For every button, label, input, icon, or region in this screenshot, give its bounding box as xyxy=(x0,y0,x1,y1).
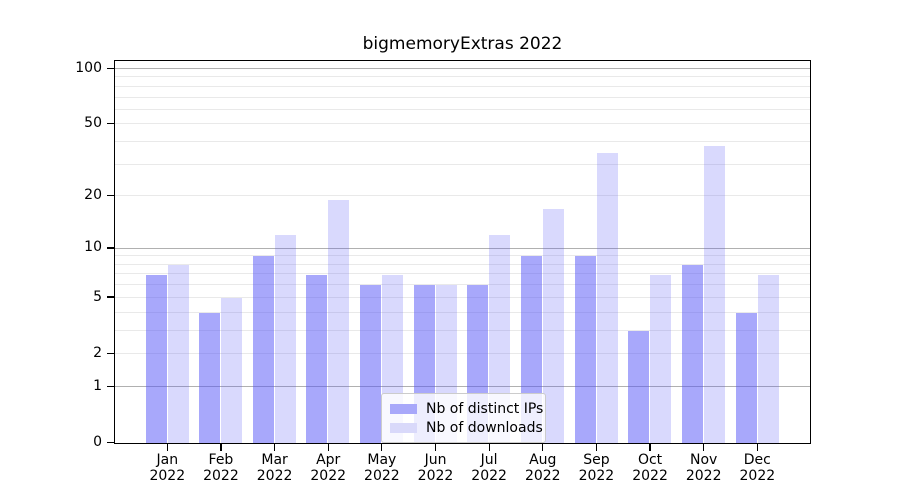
bar-downloads-oct xyxy=(650,274,672,443)
y-tick-label-10: 10 xyxy=(84,239,102,256)
bar-ips-mar xyxy=(252,256,274,443)
gridline-3 xyxy=(115,329,810,331)
bar-ips-dec xyxy=(735,312,757,443)
downloads-swatch-icon xyxy=(390,422,417,433)
gridline-1 xyxy=(115,385,810,387)
legend-label: Nb of distinct IPs xyxy=(426,400,544,417)
bar-downloads-sep xyxy=(596,152,618,443)
bar-ips-oct xyxy=(628,330,650,443)
y-tick-mark xyxy=(106,296,114,298)
x-tick-mark xyxy=(327,444,329,451)
x-tick-label-apr: Apr 2022 xyxy=(310,452,347,484)
bar-ips-jan xyxy=(145,274,167,443)
gridline-60 xyxy=(115,108,810,110)
y-tick-mark xyxy=(106,123,114,125)
x-tick-label-jul: Jul 2022 xyxy=(471,452,507,484)
gridline-2 xyxy=(115,352,810,354)
legend-label: Nb of downloads xyxy=(426,419,543,436)
gridline-30 xyxy=(115,163,810,165)
bar-downloads-jan xyxy=(167,264,189,443)
x-tick-label-feb: Feb 2022 xyxy=(203,452,239,484)
plot-area: Nb of distinct IPs Nb of downloads xyxy=(114,60,811,444)
bar-ips-may xyxy=(360,285,382,443)
x-tick-mark xyxy=(703,444,705,451)
bar-downloads-jul xyxy=(489,235,511,443)
gridline-100 xyxy=(115,68,810,69)
y-tick-label-20: 20 xyxy=(84,187,102,204)
distinct-ips-swatch-icon xyxy=(390,403,417,414)
x-tick-label-may: May 2022 xyxy=(364,452,400,484)
gridline-40 xyxy=(115,141,810,143)
gridline-20 xyxy=(115,195,810,197)
chart-title: bigmemoryExtras 2022 xyxy=(362,34,563,54)
y-tick-mark xyxy=(106,441,114,443)
x-tick-label-dec: Dec 2022 xyxy=(739,452,776,484)
gridline-70 xyxy=(115,96,810,98)
bar-ips-apr xyxy=(306,274,328,443)
x-tick-label-sep: Sep 2022 xyxy=(578,452,615,484)
x-tick-mark xyxy=(756,444,758,451)
y-tick-label-50: 50 xyxy=(84,115,102,132)
gridline-5 xyxy=(115,296,810,298)
y-tick-mark xyxy=(106,67,114,69)
x-tick-label-aug: Aug 2022 xyxy=(524,452,561,484)
gridline-80 xyxy=(115,85,810,87)
gridline-7 xyxy=(115,273,810,275)
x-tick-mark xyxy=(434,444,437,451)
gridline-6 xyxy=(115,284,810,286)
y-tick-label-0: 0 xyxy=(93,433,102,450)
bar-downloads-aug xyxy=(542,208,564,443)
x-tick-mark xyxy=(273,444,276,451)
x-tick-label-nov: Nov 2022 xyxy=(685,452,722,484)
bar-downloads-nov xyxy=(703,146,725,443)
legend-item-downloads: Nb of downloads xyxy=(390,418,543,437)
gridline-9 xyxy=(115,255,810,257)
y-tick-mark xyxy=(106,247,114,249)
y-tick-mark xyxy=(106,194,114,197)
y-tick-mark xyxy=(106,385,114,387)
x-tick-mark xyxy=(381,444,383,451)
x-tick-mark xyxy=(542,444,544,451)
x-tick-mark xyxy=(166,444,168,451)
legend: Nb of distinct IPs Nb of downloads xyxy=(381,393,546,443)
x-tick-mark xyxy=(488,444,490,451)
x-tick-mark xyxy=(220,444,222,451)
x-tick-label-jan: Jan 2022 xyxy=(149,452,186,484)
y-tick-mark xyxy=(106,352,114,354)
y-tick-label-1: 1 xyxy=(93,377,102,394)
bar-ips-feb xyxy=(199,312,221,443)
x-tick-label-jun: Jun 2022 xyxy=(417,452,454,484)
y-tick-label-100: 100 xyxy=(75,59,102,76)
gridline-90 xyxy=(115,76,810,78)
bar-ips-sep xyxy=(574,256,596,443)
gridline-50 xyxy=(115,123,810,125)
bar-ips-nov xyxy=(681,264,703,443)
x-tick-mark xyxy=(595,444,597,451)
gridline-4 xyxy=(115,311,810,313)
bar-downloads-mar xyxy=(274,235,296,443)
legend-item-distinct-ips: Nb of distinct IPs xyxy=(390,399,543,418)
x-tick-label-oct: Oct 2022 xyxy=(632,452,668,484)
bar-downloads-feb xyxy=(221,297,243,443)
y-tick-label-5: 5 xyxy=(93,288,102,305)
bar-downloads-dec xyxy=(757,274,779,443)
bar-downloads-apr xyxy=(328,200,350,443)
gridline-10 xyxy=(115,247,810,249)
x-tick-mark xyxy=(649,444,651,451)
gridline-8 xyxy=(115,263,810,265)
x-tick-label-mar: Mar 2022 xyxy=(256,452,293,484)
y-tick-label-2: 2 xyxy=(93,344,102,361)
